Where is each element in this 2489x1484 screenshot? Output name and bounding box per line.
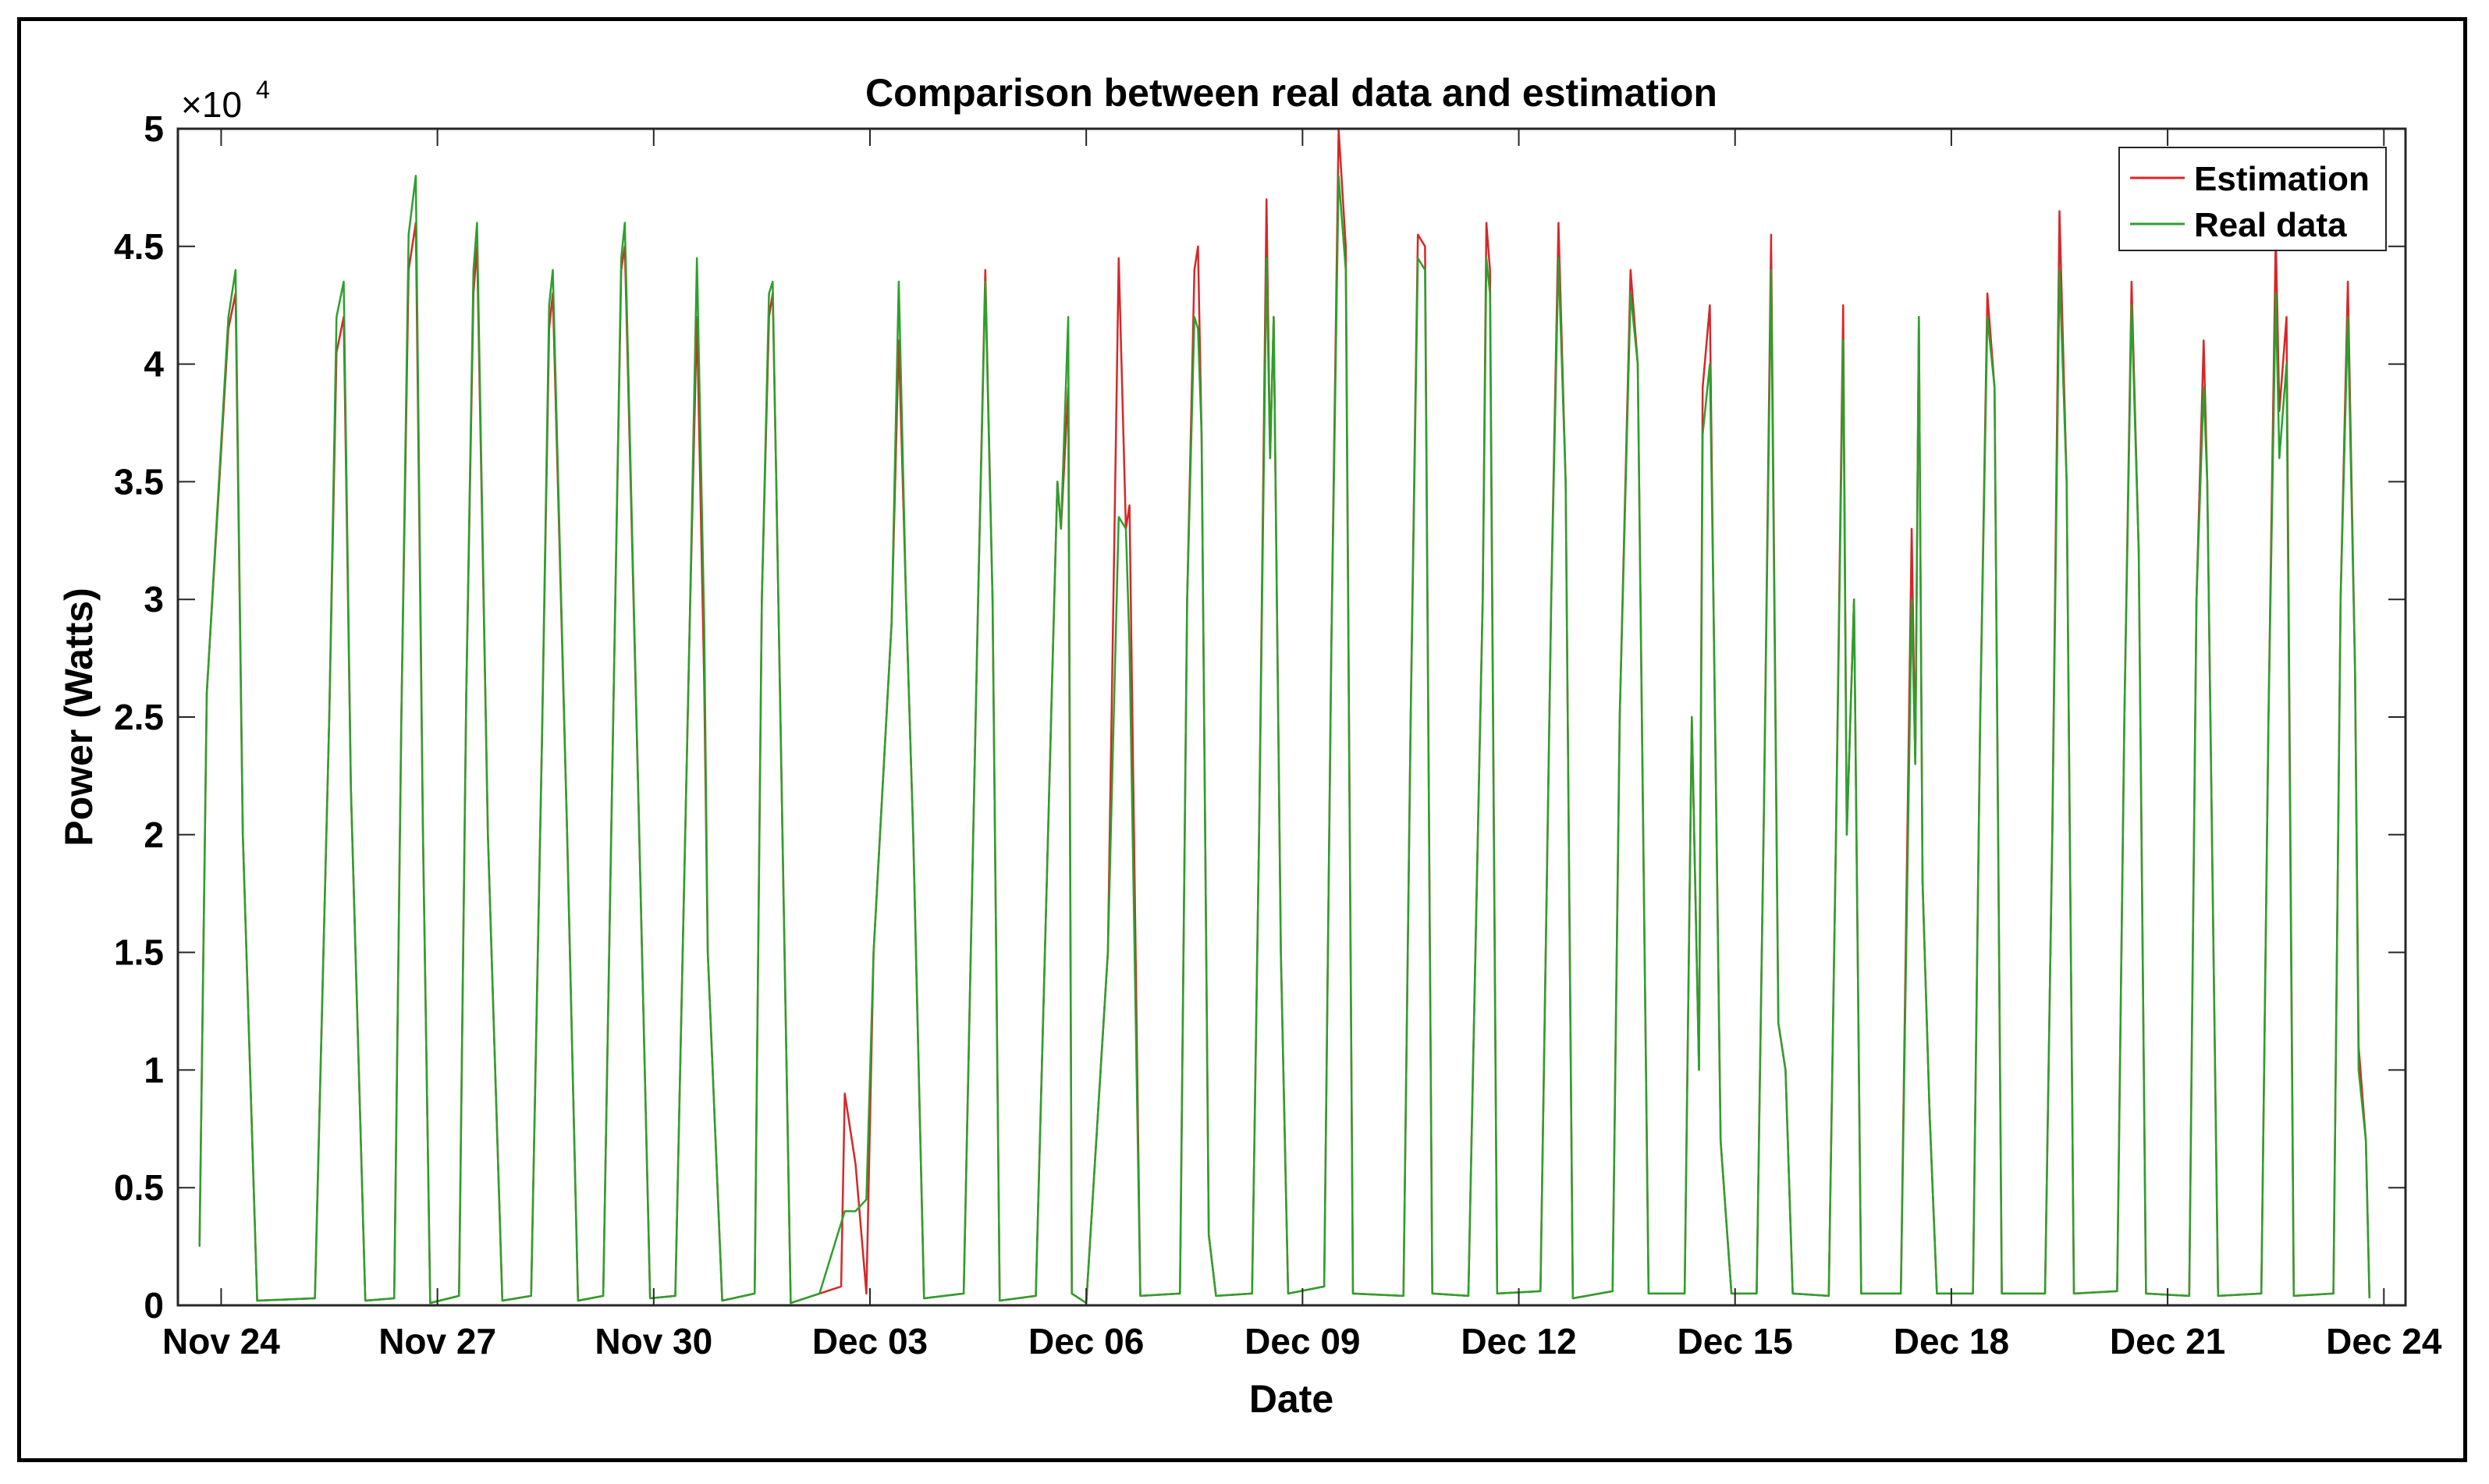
legend: Estimation Real data — [2118, 147, 2387, 251]
y-tick-label: 5 — [144, 108, 164, 149]
x-tick-label: Dec 21 — [2110, 1321, 2225, 1362]
x-tick-label: Dec 24 — [2326, 1321, 2442, 1362]
x-ticks: Nov 24 Nov 27 Nov 30 Dec 03 Dec 06 Dec 09 Dec … — [162, 129, 2442, 1362]
x-tick-label: Nov 24 — [162, 1321, 280, 1362]
y-ticks: 0 0.5 1 1.5 2 2.5 3 3.5 4 4.5 5 — [114, 108, 2406, 1326]
y-tick-label: 0.5 — [114, 1167, 164, 1208]
x-tick-label: Dec 18 — [1894, 1321, 2009, 1362]
x-tick-label: Dec 15 — [1678, 1321, 1793, 1362]
legend-label-estimation: Estimation — [2194, 160, 2370, 198]
x-tick-label: Dec 03 — [812, 1321, 928, 1362]
y-tick-label: 4.5 — [114, 226, 164, 267]
chart-title: Comparison between real data and estimat… — [865, 71, 1717, 115]
x-tick-label: Dec 09 — [1244, 1321, 1360, 1362]
series-layer — [198, 127, 2371, 1305]
y-axis-title: Power (Watts) — [57, 588, 101, 847]
y-tick-label: 2 — [144, 815, 164, 855]
y-tick-label: 2.5 — [114, 697, 164, 737]
y-exponent-power: 4 — [256, 76, 270, 104]
legend-box — [2118, 147, 2387, 251]
y-tick-label: 3 — [144, 579, 164, 620]
y-tick-label: 1 — [144, 1049, 164, 1090]
x-tick-label: Nov 27 — [378, 1321, 496, 1362]
x-tick-label: Nov 30 — [595, 1321, 712, 1362]
legend-label-real-data: Real data — [2194, 206, 2347, 244]
plot-area — [178, 129, 2406, 1305]
y-tick-label: 0 — [144, 1285, 164, 1326]
series-line-real-data — [198, 175, 2371, 1305]
y-tick-label: 1.5 — [114, 932, 164, 973]
y-tick-label: 4 — [144, 344, 164, 385]
x-tick-label: Dec 06 — [1028, 1321, 1144, 1362]
y-tick-label: 3.5 — [114, 461, 164, 502]
x-axis-title: Date — [1249, 1377, 1333, 1421]
x-tick-label: Dec 12 — [1461, 1321, 1576, 1362]
y-exponent-label: ×10 — [181, 84, 242, 125]
